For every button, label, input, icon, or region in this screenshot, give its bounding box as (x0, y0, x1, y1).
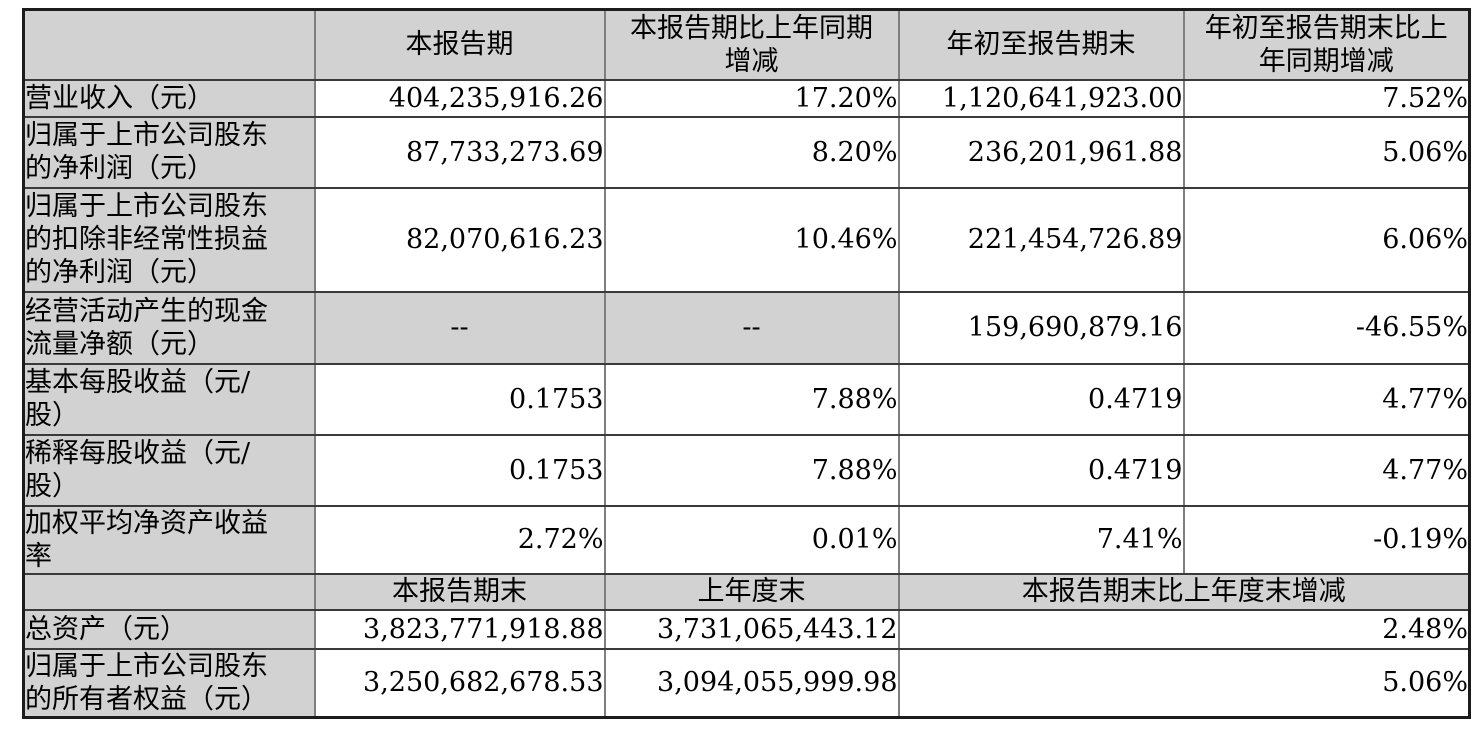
value-ytd-yoy: 5.06% (1182, 115, 1471, 189)
financial-summary-table: 本报告期 本报告期比上年同期 增减 年初至报告期末 年初至报告期末比上 年同期增… (22, 8, 1471, 719)
row-label: 归属于上市公司股东 的扣除非经常性损益 的净利润（元） (22, 186, 316, 293)
value-current-period-na: -- (313, 290, 606, 365)
header-period-end: 本报告期末 (313, 572, 606, 611)
row-label: 归属于上市公司股东 的所有者权益（元） (22, 647, 316, 718)
row-label: 加权平均净资产收益 率 (22, 504, 316, 575)
value-current-period-yoy: 8.20% (603, 115, 900, 189)
value-current-period-yoy: 10.46% (603, 186, 900, 293)
table-row-weighted-avg-roe: 加权平均净资产收益 率 2.72% 0.01% 7.41% -0.19% (22, 504, 1471, 575)
header-current-period-yoy: 本报告期比上年同期 增减 (603, 8, 900, 81)
value-ytd: 0.4719 (897, 433, 1185, 507)
value-period-end: 3,823,771,918.88 (313, 608, 606, 650)
header-corner-cell-2 (22, 572, 316, 611)
value-change: 2.48% (897, 608, 1471, 650)
value-current-period-yoy: 17.20% (603, 78, 900, 118)
value-period-end: 3,250,682,678.53 (313, 647, 606, 718)
value-current-period-yoy-na: -- (603, 290, 900, 365)
value-prior-year-end: 3,094,055,999.98 (603, 647, 900, 718)
table-row-net-profit: 归属于上市公司股东 的净利润（元） 87,733,273.69 8.20% 23… (22, 115, 1471, 189)
table-row-revenue: 营业收入（元） 404,235,916.26 17.20% 1,120,641,… (22, 78, 1471, 118)
value-current-period-yoy: 7.88% (603, 433, 900, 507)
value-current-period: 0.1753 (313, 433, 606, 507)
value-prior-year-end: 3,731,065,443.12 (603, 608, 900, 650)
header-prior-year-end: 上年度末 (603, 572, 900, 611)
value-ytd-yoy: 7.52% (1182, 78, 1471, 118)
value-ytd: 0.4719 (897, 362, 1185, 436)
value-current-period: 87,733,273.69 (313, 115, 606, 189)
row-label: 稀释每股收益（元/ 股） (22, 433, 316, 507)
value-current-period: 404,235,916.26 (313, 78, 606, 118)
value-ytd-yoy: 4.77% (1182, 433, 1471, 507)
value-current-period: 2.72% (313, 504, 606, 575)
row-label: 营业收入（元） (22, 78, 316, 118)
header-ytd: 年初至报告期末 (897, 8, 1185, 81)
value-change: 5.06% (897, 647, 1471, 718)
header-period-end-vs-prior-year-end: 本报告期末比上年度末增减 (897, 572, 1471, 611)
row-label: 总资产（元） (22, 608, 316, 650)
value-ytd: 236,201,961.88 (897, 115, 1185, 189)
table-row-diluted-eps: 稀释每股收益（元/ 股） 0.1753 7.88% 0.4719 4.77% (22, 433, 1471, 507)
table-row-operating-cash-flow: 经营活动产生的现金 流量净额（元） -- -- 159,690,879.16 -… (22, 290, 1471, 365)
value-ytd: 221,454,726.89 (897, 186, 1185, 293)
value-ytd-yoy: 6.06% (1182, 186, 1471, 293)
value-ytd-yoy: -0.19% (1182, 504, 1471, 575)
value-current-period-yoy: 0.01% (603, 504, 900, 575)
header-row-period: 本报告期 本报告期比上年同期 增减 年初至报告期末 年初至报告期末比上 年同期增… (22, 8, 1471, 81)
table-row-net-profit-excl-nonrecurring: 归属于上市公司股东 的扣除非经常性损益 的净利润（元） 82,070,616.2… (22, 186, 1471, 293)
header-ytd-yoy: 年初至报告期末比上 年同期增减 (1182, 8, 1471, 81)
value-ytd: 159,690,879.16 (897, 290, 1185, 365)
value-ytd-yoy: -46.55% (1182, 290, 1471, 365)
value-ytd: 7.41% (897, 504, 1185, 575)
value-current-period-yoy: 7.88% (603, 362, 900, 436)
row-label: 基本每股收益（元/ 股） (22, 362, 316, 436)
row-label: 经营活动产生的现金 流量净额（元） (22, 290, 316, 365)
table-row-total-assets: 总资产（元） 3,823,771,918.88 3,731,065,443.12… (22, 608, 1471, 650)
value-ytd-yoy: 4.77% (1182, 362, 1471, 436)
header-current-period: 本报告期 (313, 8, 606, 81)
value-ytd: 1,120,641,923.00 (897, 78, 1185, 118)
table-row-basic-eps: 基本每股收益（元/ 股） 0.1753 7.88% 0.4719 4.77% (22, 362, 1471, 436)
row-label: 归属于上市公司股东 的净利润（元） (22, 115, 316, 189)
table-row-shareholders-equity: 归属于上市公司股东 的所有者权益（元） 3,250,682,678.53 3,0… (22, 647, 1471, 718)
value-current-period: 0.1753 (313, 362, 606, 436)
header-corner-cell (22, 8, 316, 81)
header-row-period-end: 本报告期末 上年度末 本报告期末比上年度末增减 (22, 572, 1471, 611)
value-current-period: 82,070,616.23 (313, 186, 606, 293)
